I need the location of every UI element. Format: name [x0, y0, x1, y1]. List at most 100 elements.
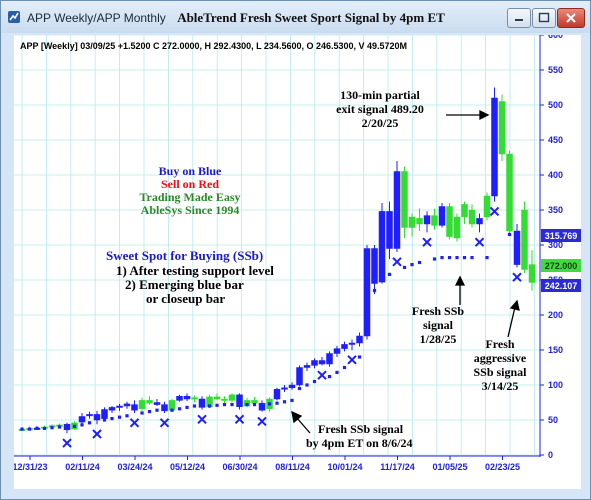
maximize-button[interactable] — [532, 8, 556, 28]
price-bar-body — [386, 211, 393, 249]
price-bar-body — [63, 423, 71, 431]
ssb-x-marker — [422, 237, 432, 247]
y-tick-label: 450 — [548, 135, 563, 145]
price-bar-body — [288, 384, 296, 389]
ssb-aug-line-1: Fresh SSb signal — [318, 422, 404, 436]
y-tick-label: 550 — [548, 65, 563, 75]
arrow-ssb-aug-head — [291, 410, 303, 424]
support-dot — [117, 415, 122, 419]
support-dot — [35, 426, 39, 430]
price-badge-2-bg — [541, 259, 581, 272]
x-tick-label: 06/30/24 — [222, 462, 257, 472]
minimize-button[interactable] — [507, 8, 531, 28]
chart-header: APP [Weekly] 03/09/25 +1.5200 C 272.0000… — [20, 41, 408, 51]
support-dot — [207, 404, 212, 408]
ssb-x-marker — [62, 438, 72, 448]
ssb-jan-line-2: signal — [423, 318, 454, 332]
support-dot — [297, 386, 302, 391]
price-bar-body — [86, 414, 93, 417]
minimize-icon — [515, 19, 523, 21]
price-bar-body — [461, 204, 468, 218]
support-dot — [80, 423, 84, 427]
x-tick-label: 11/17/24 — [380, 462, 415, 472]
price-bar-body — [326, 353, 333, 365]
price-bar-body — [153, 402, 161, 405]
support-dot — [245, 403, 249, 407]
ssb-mar-line-1: Fresh — [485, 337, 514, 351]
close-button[interactable] — [557, 8, 585, 28]
price-bar-body — [468, 209, 476, 225]
price-bar-body — [318, 360, 326, 365]
price-bar-body — [93, 414, 101, 421]
price-chart[interactable]: 050100150200250300350400450500550600 12/… — [14, 35, 581, 489]
support-dot — [147, 410, 152, 414]
price-bar-body — [423, 215, 431, 225]
ssb-x-marker — [257, 416, 267, 427]
ablesys-text: AbleSys Since 1994 — [141, 203, 240, 217]
annotation-texts: Buy on Blue Sell on Red Trading Made Eas… — [106, 88, 527, 450]
y-tick-label: 600 — [548, 35, 563, 40]
support-dot — [365, 327, 369, 331]
y-tick-label: 200 — [548, 310, 563, 320]
x-tick-label: 05/12/24 — [170, 462, 205, 472]
arrow-exit-head — [479, 109, 490, 121]
price-bar-body — [101, 409, 108, 419]
ssb-x-marker — [234, 414, 245, 425]
sweet-spot-item-1: 1) After testing support level — [116, 263, 274, 278]
exit-signal-line-3: 2/20/25 — [362, 116, 399, 130]
ssb-mar-line-2: aggressive — [474, 351, 527, 365]
support-dot — [50, 426, 54, 430]
arrow-ssb-jan-head — [454, 275, 466, 286]
ssb-jan-line-1: Fresh SSb — [412, 304, 464, 318]
price-bar-body — [453, 216, 461, 239]
price-bar-body — [498, 101, 506, 155]
support-dot — [290, 398, 294, 402]
ssb-x-marker — [92, 429, 102, 439]
price-badge-3: 242.107 — [545, 281, 578, 291]
support-dot — [215, 403, 219, 407]
ssb-x-marker — [392, 257, 402, 267]
price-bar-body — [273, 388, 281, 400]
price-bar-body — [393, 171, 401, 249]
support-dot — [170, 408, 174, 412]
price-badge-1: 315.769 — [545, 231, 578, 241]
price-badge-1-bg — [541, 229, 581, 242]
support-dot — [110, 417, 114, 421]
ssb-x-marker — [129, 418, 140, 428]
support-dot — [335, 370, 339, 374]
title-bar[interactable]: APP Weekly/APP Monthly AbleTrend Fresh S… — [1, 1, 590, 33]
buy-on-blue-text: Buy on Blue — [159, 164, 222, 178]
y-tick-label: 50 — [548, 415, 558, 425]
ssb-aug-line-2: by 4pm ET on 8/6/24 — [306, 436, 412, 450]
arrow-ssb-aug — [295, 416, 311, 434]
price-bar-body — [311, 360, 318, 366]
y-tick-label: 350 — [548, 205, 563, 215]
price-badge-3-bg — [541, 279, 581, 292]
ssb-x-marker — [474, 237, 485, 247]
price-bar-body — [258, 402, 266, 411]
x-tick-label: 08/11/24 — [275, 462, 310, 472]
chart-panel[interactable]: 050100150200250300350400450500550600 12/… — [14, 35, 581, 489]
price-bar-body — [303, 365, 311, 368]
support-dot — [252, 403, 257, 407]
y-tick-label: 100 — [548, 380, 563, 390]
x-tick-label: 02/11/24 — [65, 462, 100, 472]
ssb-x-marker — [347, 355, 357, 365]
price-bar-body — [491, 97, 498, 197]
price-bar-body — [333, 348, 341, 354]
x-axis-ticks: 12/31/23 02/11/24 03/24/24 05/12/24 06/30/24… — [14, 456, 520, 472]
price-badges: 315.769 272.000 242.107 — [541, 229, 581, 292]
price-bar-body — [348, 342, 356, 345]
price-bar-body — [213, 396, 221, 400]
support-dot — [72, 424, 77, 428]
support-dot — [177, 407, 182, 411]
support-dot — [417, 260, 422, 265]
x-tick-label: 10/01/24 — [327, 462, 362, 472]
price-bar-body — [191, 397, 198, 400]
support-dot — [447, 256, 452, 260]
support-dot — [87, 421, 92, 425]
price-bar-body — [116, 405, 123, 408]
price-bar-body — [176, 395, 183, 401]
price-bar-body — [161, 404, 168, 412]
